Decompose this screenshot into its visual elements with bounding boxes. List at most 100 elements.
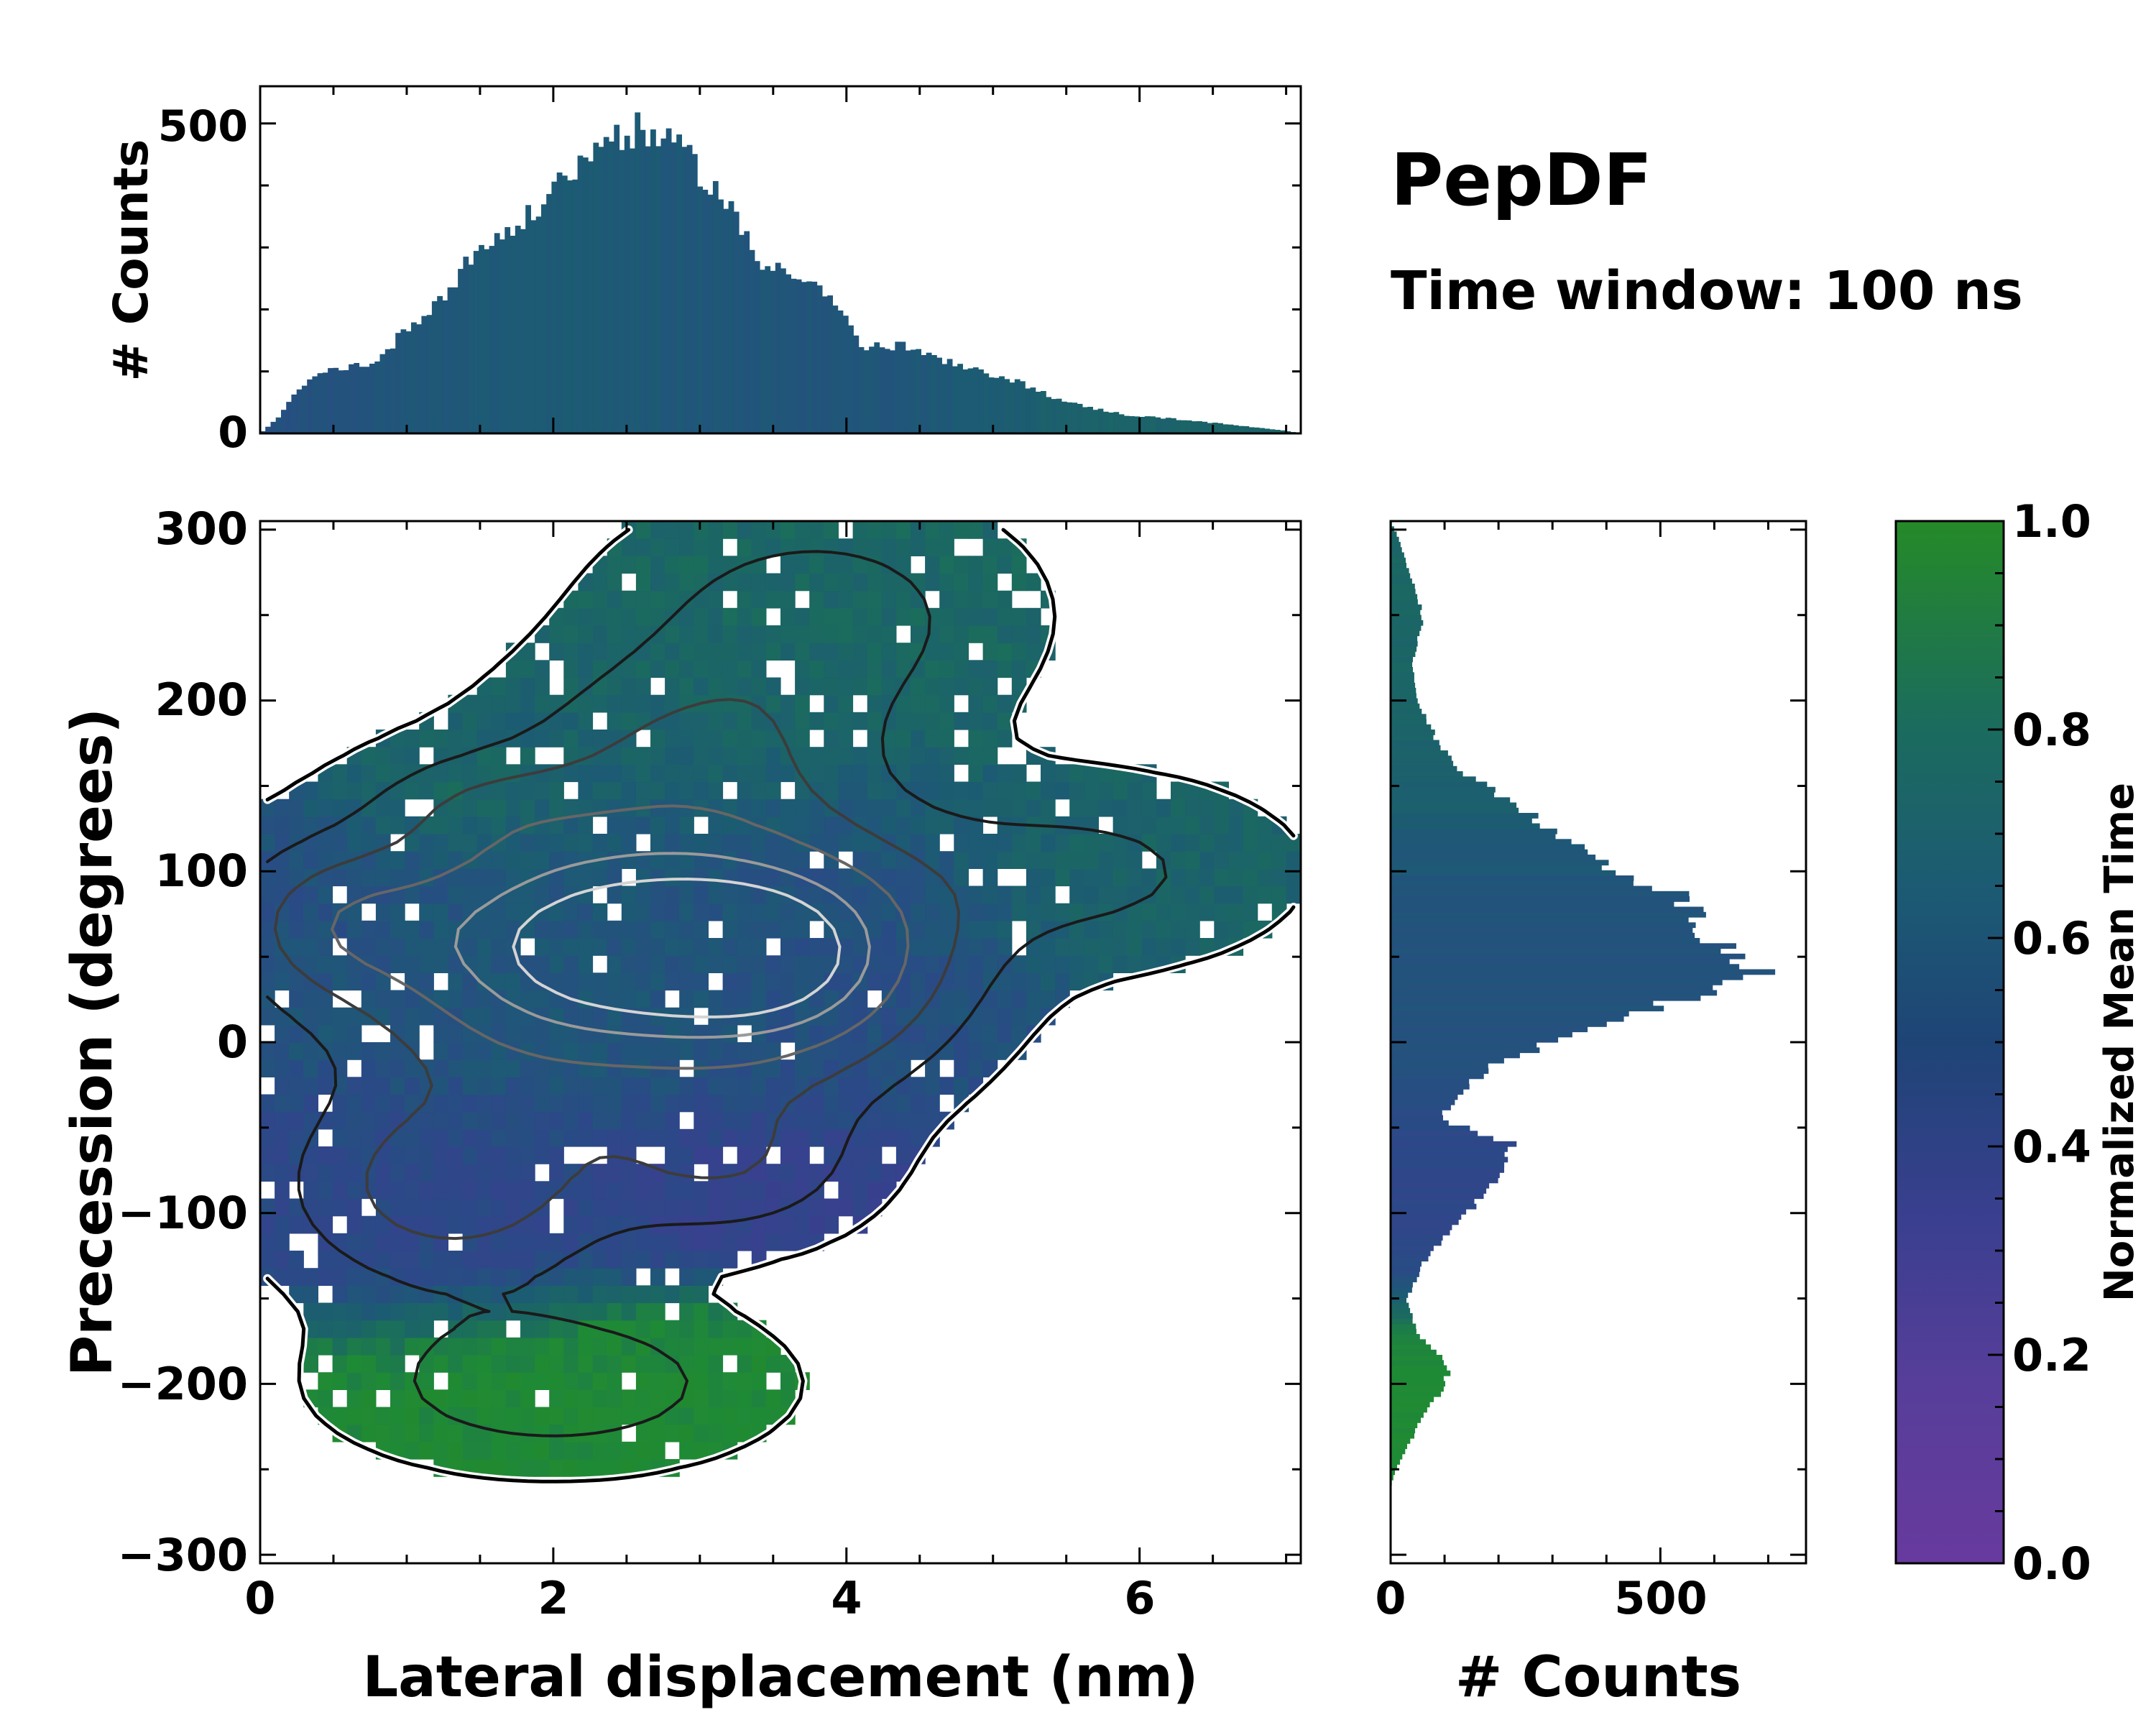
heatmap-cell (520, 1285, 535, 1304)
heatmap-cell (346, 1198, 362, 1217)
heatmap-cell (549, 1111, 564, 1130)
right-histogram-bar (1391, 1339, 1426, 1346)
heatmap-cell (939, 816, 954, 834)
right-histogram-bar (1391, 1323, 1416, 1330)
heatmap-cell (1011, 573, 1027, 592)
heatmap-cell (563, 1077, 579, 1095)
right-histogram-bar (1391, 839, 1572, 845)
heatmap-cell (722, 938, 738, 956)
heatmap-cell (737, 868, 752, 887)
heatmap-cell (765, 694, 781, 713)
heatmap-cell (1171, 938, 1186, 956)
heatmap-cell (433, 1407, 448, 1425)
ytick-200: 200 (155, 673, 248, 726)
heatmap-cell (361, 781, 377, 800)
heatmap-cell (939, 1077, 954, 1095)
top-histogram-bars (260, 112, 1302, 434)
heatmap-cell (433, 1424, 448, 1443)
heatmap-cell (491, 1007, 507, 1026)
heatmap-cell (679, 1181, 694, 1200)
heatmap-cell (694, 1285, 709, 1304)
heatmap-cell (939, 868, 954, 887)
heatmap-cell (1011, 1024, 1027, 1043)
heatmap-cell (1243, 886, 1258, 904)
heatmap-cell (881, 1059, 897, 1077)
top-histogram-bar (811, 281, 818, 433)
heatmap-cell (780, 851, 796, 869)
heatmap-cell (491, 851, 507, 869)
heatmap-cell (694, 712, 709, 730)
heatmap-cell (361, 1389, 377, 1408)
heatmap-cell (289, 1268, 304, 1286)
heatmap-cell (419, 834, 434, 852)
top-histogram-bar (1139, 417, 1146, 433)
heatmap-cell (607, 607, 622, 626)
heatmap-cell (520, 886, 535, 904)
heatmap-cell (911, 903, 926, 921)
heatmap-cell (751, 1355, 767, 1373)
top-histogram-bar (479, 244, 484, 433)
heatmap-cell (520, 1094, 535, 1113)
heatmap-cell (433, 1198, 448, 1217)
heatmap-cell (665, 1094, 680, 1113)
heatmap-cell (419, 1268, 434, 1286)
heatmap-cell (361, 1111, 377, 1130)
top-histogram-bar (473, 251, 479, 433)
heatmap-cell (665, 1337, 680, 1356)
heatmap-cell (462, 1215, 478, 1234)
heatmap-cell (375, 1302, 391, 1321)
heatmap-cell (751, 1164, 767, 1182)
heatmap-cell (476, 1059, 492, 1077)
heatmap-cell (694, 625, 709, 643)
heatmap-cell (852, 590, 868, 609)
heatmap-cell (607, 781, 622, 800)
colorbar-gradient (1894, 520, 2005, 1565)
right-histogram-bar (1391, 1302, 1409, 1309)
right-histogram-bar (1391, 750, 1448, 756)
heatmap-cell (679, 1320, 694, 1338)
heatmap-cell (433, 834, 448, 852)
heatmap-cell (881, 868, 897, 887)
heatmap-cell (997, 764, 1013, 783)
heatmap-cell (1141, 799, 1157, 817)
heatmap-cell (765, 799, 781, 817)
top-histogram-bar (1227, 424, 1234, 433)
heatmap-cell (1271, 851, 1287, 869)
heatmap-cell (708, 1215, 724, 1234)
heatmap-cell (824, 972, 839, 991)
heatmap-cell (751, 868, 767, 887)
heatmap-cell (491, 694, 507, 713)
heatmap-cell (1112, 799, 1128, 817)
heatmap-cell (332, 1007, 348, 1026)
heatmap-cell (665, 886, 680, 904)
heatmap-cell (621, 1337, 637, 1356)
right-histogram-bar (1391, 1193, 1484, 1200)
heatmap-cell (448, 1337, 464, 1356)
heatmap-cell (665, 730, 680, 748)
heatmap-cell (476, 1251, 492, 1269)
heatmap-cell (361, 1128, 377, 1147)
heatmap-cell (911, 764, 926, 783)
heatmap-cell (505, 1268, 521, 1286)
heatmap-cell (708, 868, 724, 887)
top-histogram-bar (962, 369, 969, 433)
heatmap-cell (968, 851, 984, 869)
heatmap-cell (1011, 903, 1027, 921)
heatmap-cell (838, 660, 854, 678)
heatmap-cell (954, 677, 969, 696)
heatmap-cell (881, 625, 897, 643)
heatmap-cell (824, 694, 839, 713)
heatmap-cell (390, 1285, 405, 1304)
heatmap-cell (505, 660, 521, 678)
heatmap-cell (419, 1337, 434, 1356)
top-histogram-bar (650, 129, 656, 433)
heatmap-cell (751, 781, 767, 800)
heatmap-cell (722, 1320, 738, 1338)
heatmap-cell (780, 1389, 796, 1408)
heatmap-cell (491, 868, 507, 887)
heatmap-cell (1141, 903, 1157, 921)
top-histogram-bar (405, 331, 412, 433)
heatmap-cell (1084, 764, 1099, 783)
heatmap-cell (1228, 868, 1244, 887)
heatmap-cell (737, 938, 752, 956)
